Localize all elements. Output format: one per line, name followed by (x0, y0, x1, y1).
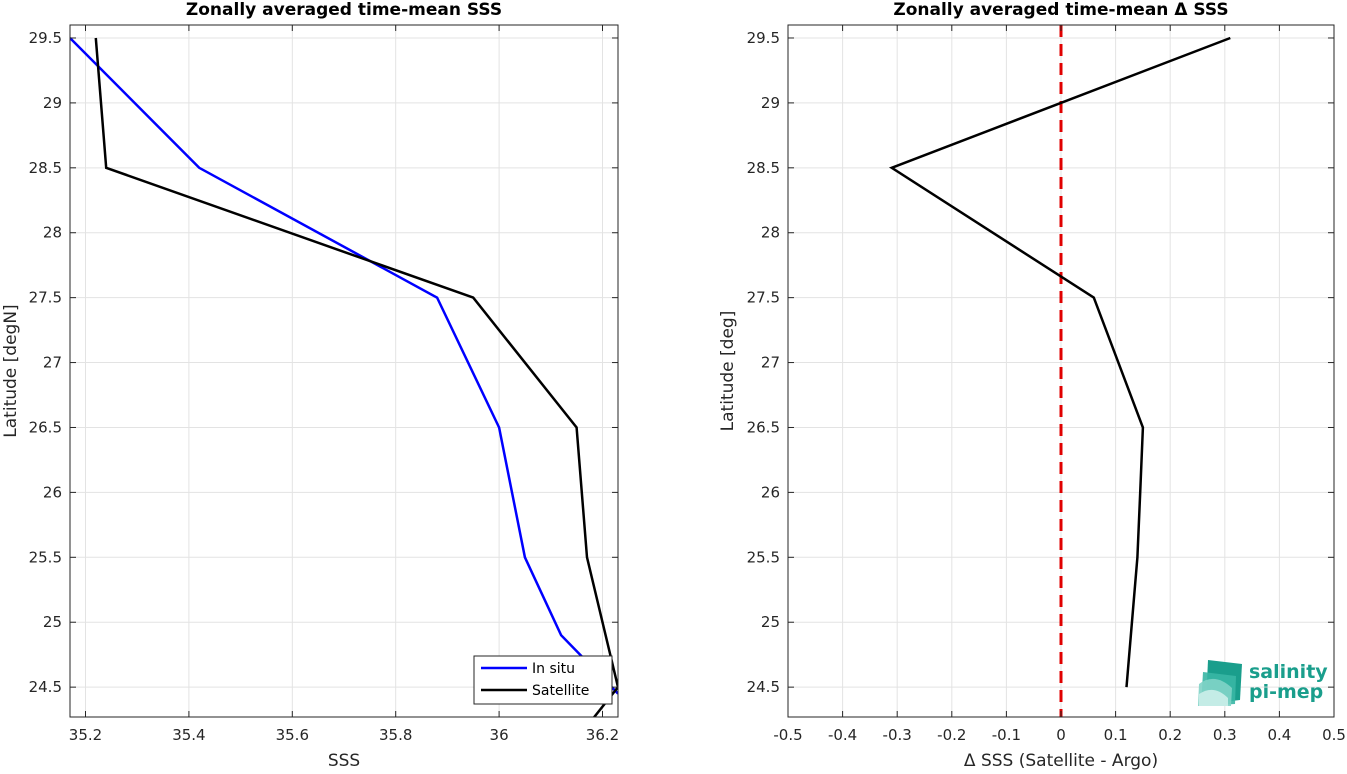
right-panel: Zonally averaged time-mean Δ SSS -0.5 -0.… (718, 0, 1346, 771)
left-y-tick-label: 27 (43, 354, 62, 372)
legend-label-satellite: Satellite (532, 683, 589, 699)
left-axes-box (69, 24, 619, 718)
right-y-tick-label: 28.5 (747, 159, 780, 177)
right-y-tick-label: 26.5 (747, 418, 780, 436)
right-y-axis-label: Latitude [deg] (718, 311, 738, 432)
left-y-tick-label: 25 (43, 613, 62, 631)
right-x-tick-label: 0.4 (1267, 726, 1291, 744)
right-x-tick-label: -0.5 (773, 726, 802, 744)
left-y-tick-label: 29.5 (29, 29, 62, 47)
right-x-tick-label: 0.3 (1213, 726, 1237, 744)
left-y-tick-label: 27.5 (29, 289, 62, 307)
left-y-tick-label: 28.5 (29, 159, 62, 177)
left-y-tick-label: 24.5 (29, 678, 62, 696)
right-x-tick-label: -0.1 (992, 726, 1021, 744)
right-x-tick-label: 0.2 (1158, 726, 1182, 744)
right-y-tick-label: 25 (761, 613, 780, 631)
left-series-line-in-situ (70, 37, 618, 695)
logo-text-line1: salinity (1249, 661, 1328, 683)
left-x-tick-label: 35.2 (69, 726, 102, 744)
right-x-tick-label: 0 (1056, 726, 1066, 744)
right-x-tick-label: -0.2 (937, 726, 966, 744)
right-y-tick-label: 27 (761, 354, 780, 372)
right-x-ticks: -0.5 -0.4 -0.3 -0.2 -0.1 0 0.1 0.2 0.3 0.4 0.5 (773, 25, 1346, 744)
left-series-line-satellite (94, 37, 618, 717)
logo-text-line2: pi-mep (1249, 681, 1323, 703)
right-x-tick-label: 0.5 (1322, 726, 1346, 744)
legend-box (473, 655, 613, 705)
right-y-ticks: 24.5 25 25.5 26 26.5 27 27.5 28 28.5 29 29.5 (747, 29, 1334, 696)
left-x-tick-label: 35.4 (172, 726, 205, 744)
right-grid (787, 25, 1335, 717)
left-y-axis-label: Latitude [degN] (1, 304, 21, 437)
left-panel: Zonally averaged time-mean SSS 35.2 35.4 3… (1, 0, 619, 771)
left-y-tick-label: 28 (43, 224, 62, 242)
left-x-tick-label: 36 (490, 726, 509, 744)
left-x-tick-label: 35.8 (379, 726, 412, 744)
left-y-tick-label: 25.5 (29, 548, 62, 566)
right-x-tick-label: 0.1 (1104, 726, 1128, 744)
left-grid (70, 25, 618, 717)
right-x-tick-label: -0.4 (828, 726, 857, 744)
right-series-line-series-0 (888, 36, 1231, 688)
left-x-ticks: 35.2 35.4 35.6 35.8 36 36.2 (69, 25, 619, 744)
right-y-tick-label: 28 (761, 224, 780, 242)
legend: In situ Satellite (473, 655, 613, 705)
right-y-tick-label: 27.5 (747, 289, 780, 307)
right-x-axis-label: Δ SSS (Satellite - Argo) (964, 751, 1158, 770)
right-x-tick-label: -0.3 (883, 726, 912, 744)
logo-wave-icon (1198, 660, 1242, 706)
right-y-tick-label: 29 (761, 94, 780, 112)
right-series-group (888, 36, 1231, 688)
legend-label-in-situ: In situ (532, 661, 575, 677)
right-y-tick-label: 25.5 (747, 548, 780, 566)
right-chart-title: Zonally averaged time-mean Δ SSS (893, 0, 1228, 20)
left-x-tick-label: 36.2 (586, 726, 619, 744)
left-chart-title: Zonally averaged time-mean SSS (186, 0, 502, 20)
left-y-ticks: 24.5 25 25.5 26 26.5 27 27.5 28 28.5 29 29.5 (29, 29, 618, 696)
left-y-tick-label: 26.5 (29, 418, 62, 436)
right-y-tick-label: 29.5 (747, 29, 780, 47)
right-y-tick-label: 24.5 (747, 678, 780, 696)
left-x-axis-label: SSS (328, 751, 360, 770)
left-series-group (70, 37, 618, 717)
left-y-tick-label: 26 (43, 483, 62, 501)
right-y-tick-label: 26 (761, 483, 780, 501)
salinity-pi-mep-logo: salinity pi-mep (1198, 660, 1328, 706)
left-y-tick-label: 29 (43, 94, 62, 112)
left-x-tick-label: 35.6 (276, 726, 309, 744)
